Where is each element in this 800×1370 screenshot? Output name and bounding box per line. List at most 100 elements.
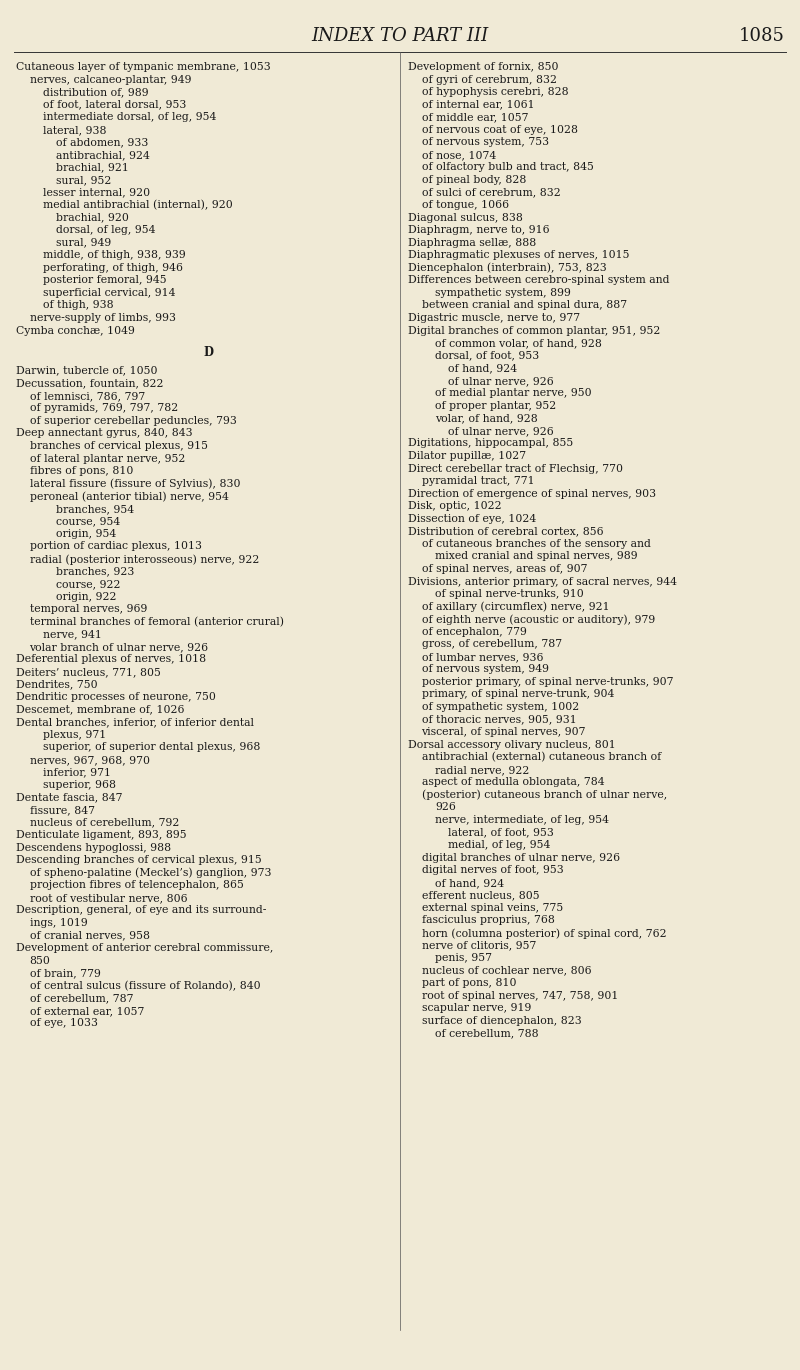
Text: medial antibrachial (internal), 920: medial antibrachial (internal), 920 — [43, 200, 233, 211]
Text: lateral, of foot, 953: lateral, of foot, 953 — [449, 827, 554, 837]
Text: root of spinal nerves, 747, 758, 901: root of spinal nerves, 747, 758, 901 — [422, 991, 618, 1000]
Text: dorsal, of leg, 954: dorsal, of leg, 954 — [57, 225, 156, 236]
Text: of sulci of cerebrum, 832: of sulci of cerebrum, 832 — [422, 188, 560, 197]
Text: Dental branches, inferior, of inferior dental: Dental branches, inferior, of inferior d… — [16, 717, 254, 727]
Text: Cutaneous layer of tympanic membrane, 1053: Cutaneous layer of tympanic membrane, 10… — [16, 62, 270, 73]
Text: lateral, 938: lateral, 938 — [43, 125, 106, 134]
Text: 926: 926 — [435, 803, 456, 812]
Text: Development of anterior cerebral commissure,: Development of anterior cerebral commiss… — [16, 943, 274, 954]
Text: temporal nerves, 969: temporal nerves, 969 — [30, 604, 147, 614]
Text: of spheno-palatine (Meckel’s) ganglion, 973: of spheno-palatine (Meckel’s) ganglion, … — [30, 867, 271, 878]
Text: of hypophysis cerebri, 828: of hypophysis cerebri, 828 — [422, 88, 568, 97]
Text: primary, of spinal nerve-trunk, 904: primary, of spinal nerve-trunk, 904 — [422, 689, 614, 700]
Text: sympathetic system, 899: sympathetic system, 899 — [435, 288, 571, 297]
Text: origin, 922: origin, 922 — [57, 592, 117, 601]
Text: antibrachial (external) cutaneous branch of: antibrachial (external) cutaneous branch… — [422, 752, 661, 763]
Text: of lemnisci, 786, 797: of lemnisci, 786, 797 — [30, 390, 145, 401]
Text: visceral, of spinal nerves, 907: visceral, of spinal nerves, 907 — [422, 727, 586, 737]
Text: Deiters’ nucleus, 771, 805: Deiters’ nucleus, 771, 805 — [16, 667, 161, 677]
Text: of common volar, of hand, 928: of common volar, of hand, 928 — [435, 338, 602, 348]
Text: fissure, 847: fissure, 847 — [30, 806, 94, 815]
Text: 850: 850 — [30, 955, 50, 966]
Text: Dentate fascia, 847: Dentate fascia, 847 — [16, 792, 122, 803]
Text: Diencephalon (interbrain), 753, 823: Diencephalon (interbrain), 753, 823 — [408, 263, 606, 274]
Text: of cerebellum, 788: of cerebellum, 788 — [435, 1029, 538, 1038]
Text: horn (columna posterior) of spinal cord, 762: horn (columna posterior) of spinal cord,… — [422, 927, 666, 938]
Text: of hand, 924: of hand, 924 — [449, 363, 518, 373]
Text: Decussation, fountain, 822: Decussation, fountain, 822 — [16, 378, 163, 388]
Text: superficial cervical, 914: superficial cervical, 914 — [43, 288, 175, 297]
Text: Darwin, tubercle of, 1050: Darwin, tubercle of, 1050 — [16, 366, 158, 375]
Text: brachial, 920: brachial, 920 — [57, 212, 130, 222]
Text: intermediate dorsal, of leg, 954: intermediate dorsal, of leg, 954 — [43, 112, 216, 122]
Text: of ulnar nerve, 926: of ulnar nerve, 926 — [449, 375, 554, 386]
Text: Diagonal sulcus, 838: Diagonal sulcus, 838 — [408, 212, 523, 222]
Text: radial nerve, 922: radial nerve, 922 — [435, 764, 530, 775]
Text: Descendens hypoglossi, 988: Descendens hypoglossi, 988 — [16, 843, 171, 852]
Text: of brain, 779: of brain, 779 — [30, 969, 100, 978]
Text: external spinal veins, 775: external spinal veins, 775 — [422, 903, 562, 912]
Text: of eye, 1033: of eye, 1033 — [30, 1018, 98, 1029]
Text: of internal ear, 1061: of internal ear, 1061 — [422, 100, 534, 110]
Text: INDEX TO PART III: INDEX TO PART III — [311, 27, 489, 45]
Text: of foot, lateral dorsal, 953: of foot, lateral dorsal, 953 — [43, 100, 186, 110]
Text: plexus, 971: plexus, 971 — [43, 730, 106, 740]
Text: of medial plantar nerve, 950: of medial plantar nerve, 950 — [435, 388, 592, 399]
Text: of proper plantar, 952: of proper plantar, 952 — [435, 401, 556, 411]
Text: of thigh, 938: of thigh, 938 — [43, 300, 114, 311]
Text: penis, 957: penis, 957 — [435, 954, 492, 963]
Text: Descending branches of cervical plexus, 915: Descending branches of cervical plexus, … — [16, 855, 262, 866]
Text: mixed cranial and spinal nerves, 989: mixed cranial and spinal nerves, 989 — [435, 552, 638, 562]
Text: of superior cerebellar peduncles, 793: of superior cerebellar peduncles, 793 — [30, 416, 236, 426]
Text: between cranial and spinal dura, 887: between cranial and spinal dura, 887 — [422, 300, 626, 311]
Text: brachial, 921: brachial, 921 — [57, 163, 130, 173]
Text: terminal branches of femoral (anterior crural): terminal branches of femoral (anterior c… — [30, 616, 283, 627]
Text: fibres of pons, 810: fibres of pons, 810 — [30, 466, 133, 477]
Text: Dilator pupillæ, 1027: Dilator pupillæ, 1027 — [408, 451, 526, 462]
Text: Direction of emergence of spinal nerves, 903: Direction of emergence of spinal nerves,… — [408, 489, 656, 499]
Text: dorsal, of foot, 953: dorsal, of foot, 953 — [435, 351, 539, 360]
Text: of eighth nerve (acoustic or auditory), 979: of eighth nerve (acoustic or auditory), … — [422, 614, 654, 625]
Text: pyramidal tract, 771: pyramidal tract, 771 — [422, 477, 534, 486]
Text: branches of cervical plexus, 915: branches of cervical plexus, 915 — [30, 441, 207, 451]
Text: Deferential plexus of nerves, 1018: Deferential plexus of nerves, 1018 — [16, 655, 206, 664]
Text: nerve of clitoris, 957: nerve of clitoris, 957 — [422, 940, 536, 951]
Text: digital nerves of foot, 953: digital nerves of foot, 953 — [422, 866, 563, 875]
Text: surface of diencephalon, 823: surface of diencephalon, 823 — [422, 1015, 582, 1026]
Text: nerves, calcaneo-plantar, 949: nerves, calcaneo-plantar, 949 — [30, 74, 191, 85]
Text: of middle ear, 1057: of middle ear, 1057 — [422, 112, 528, 122]
Text: Direct cerebellar tract of Flechsig, 770: Direct cerebellar tract of Flechsig, 770 — [408, 463, 623, 474]
Text: portion of cardiac plexus, 1013: portion of cardiac plexus, 1013 — [30, 541, 202, 551]
Text: Denticulate ligament, 893, 895: Denticulate ligament, 893, 895 — [16, 830, 186, 840]
Text: of cerebellum, 787: of cerebellum, 787 — [30, 993, 133, 1003]
Text: of lumbar nerves, 936: of lumbar nerves, 936 — [422, 652, 543, 662]
Text: efferent nucleus, 805: efferent nucleus, 805 — [422, 890, 539, 900]
Text: nucleus of cerebellum, 792: nucleus of cerebellum, 792 — [30, 818, 179, 827]
Text: Diaphragma sellæ, 888: Diaphragma sellæ, 888 — [408, 238, 536, 248]
Text: origin, 954: origin, 954 — [57, 529, 117, 538]
Text: Dissection of eye, 1024: Dissection of eye, 1024 — [408, 514, 536, 523]
Text: Dorsal accessory olivary nucleus, 801: Dorsal accessory olivary nucleus, 801 — [408, 740, 616, 749]
Text: Diaphragmatic plexuses of nerves, 1015: Diaphragmatic plexuses of nerves, 1015 — [408, 251, 630, 260]
Text: nerve, 941: nerve, 941 — [43, 629, 102, 640]
Text: peroneal (anterior tibial) nerve, 954: peroneal (anterior tibial) nerve, 954 — [30, 492, 228, 501]
Text: of olfactory bulb and tract, 845: of olfactory bulb and tract, 845 — [422, 163, 594, 173]
Text: of abdomen, 933: of abdomen, 933 — [57, 137, 149, 148]
Text: projection fibres of telencephalon, 865: projection fibres of telencephalon, 865 — [30, 881, 243, 890]
Text: of tongue, 1066: of tongue, 1066 — [422, 200, 509, 210]
Text: digital branches of ulnar nerve, 926: digital branches of ulnar nerve, 926 — [422, 852, 620, 863]
Text: branches, 923: branches, 923 — [57, 567, 135, 577]
Text: course, 954: course, 954 — [57, 516, 121, 526]
Text: of encephalon, 779: of encephalon, 779 — [422, 626, 526, 637]
Text: Descemet, membrane of, 1026: Descemet, membrane of, 1026 — [16, 704, 185, 715]
Text: of nose, 1074: of nose, 1074 — [422, 149, 496, 160]
Text: Diaphragm, nerve to, 916: Diaphragm, nerve to, 916 — [408, 225, 550, 236]
Text: Differences between cerebro-spinal system and: Differences between cerebro-spinal syste… — [408, 275, 670, 285]
Text: volar, of hand, 928: volar, of hand, 928 — [435, 414, 538, 423]
Text: Digastric muscle, nerve to, 977: Digastric muscle, nerve to, 977 — [408, 312, 580, 323]
Text: of axillary (circumflex) nerve, 921: of axillary (circumflex) nerve, 921 — [422, 601, 609, 612]
Text: antibrachial, 924: antibrachial, 924 — [57, 149, 150, 160]
Text: of gyri of cerebrum, 832: of gyri of cerebrum, 832 — [422, 74, 557, 85]
Text: volar branch of ulnar nerve, 926: volar branch of ulnar nerve, 926 — [30, 641, 209, 652]
Text: course, 922: course, 922 — [57, 580, 121, 589]
